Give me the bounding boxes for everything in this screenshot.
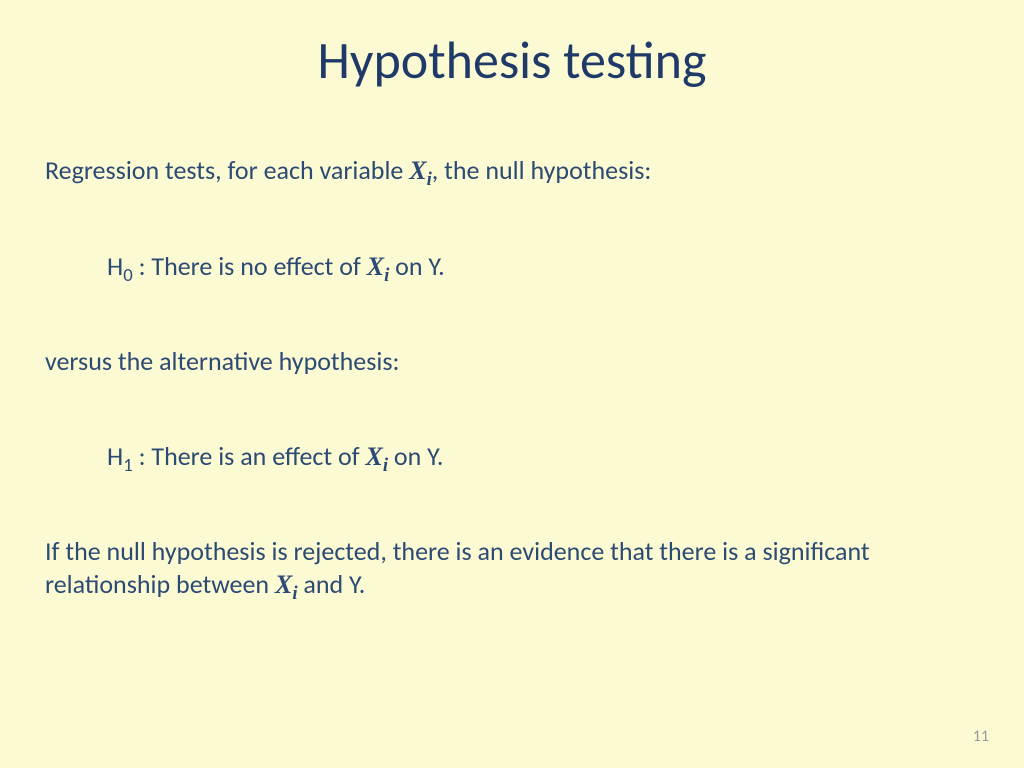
text: and Y.	[298, 568, 366, 600]
text: on Y.	[389, 250, 444, 282]
page-number: 11	[973, 727, 989, 746]
text: If the null hypothesis is rejected, ther…	[45, 535, 870, 600]
text: , the null hypothesis:	[432, 154, 652, 186]
h-sub: 1	[123, 454, 132, 477]
conclusion-line: If the null hypothesis is rejected, ther…	[45, 535, 979, 601]
math-x: X	[367, 252, 384, 281]
math-x: X	[275, 570, 292, 599]
alt-hypothesis: H1 : There is an effect of Xi on Y.	[45, 440, 979, 474]
h-sub: 0	[123, 264, 132, 287]
text: : There is an effect of	[133, 440, 366, 472]
math-x: X	[365, 442, 382, 471]
h-symbol: H	[107, 440, 123, 472]
math-x-i: Xi	[367, 252, 390, 281]
math-x-i: Xi	[409, 156, 432, 185]
math-x-i: Xi	[365, 442, 388, 471]
null-hypothesis: H0 : There is no effect of Xi on Y.	[45, 250, 979, 284]
intro-line: Regression tests, for each variable Xi, …	[45, 154, 979, 188]
text: : There is no effect of	[133, 250, 367, 282]
text: on Y.	[388, 440, 443, 472]
slide: Hypothesis testing Regression tests, for…	[0, 0, 1024, 768]
text: Regression tests, for each variable	[45, 154, 409, 186]
slide-body: Regression tests, for each variable Xi, …	[45, 154, 979, 601]
h-symbol: H	[107, 250, 123, 282]
math-x-i: Xi	[275, 570, 298, 599]
versus-line: versus the alternative hypothesis:	[45, 345, 979, 378]
math-x: X	[409, 156, 426, 185]
slide-title: Hypothesis testing	[45, 28, 979, 92]
